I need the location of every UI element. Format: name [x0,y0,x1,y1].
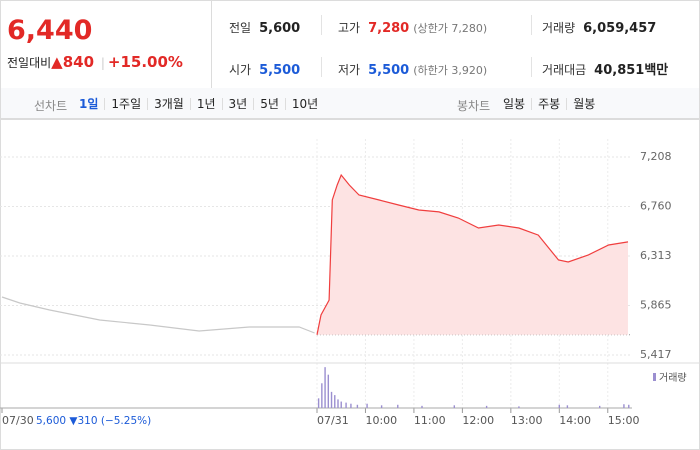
line-chart-label: 선차트 [34,99,68,113]
y-tick-label: 7,208 [640,150,672,163]
volume-bar [345,402,347,408]
stat-label: 전일 [229,21,252,35]
volume-bar [623,404,625,408]
y-tick-label: 6,313 [640,249,672,262]
volume-bar [380,405,383,408]
stat-label: 거래량 [542,21,576,35]
change: 840 [62,53,95,71]
period-tab[interactable]: 1년 [189,98,222,110]
x-tick-label: 12:00 [462,414,494,427]
y-tick-label: 6,760 [640,200,672,213]
candle-tab[interactable]: 일봉 [503,97,526,111]
stat-value: 7,280 [368,21,410,36]
stat: 거래량 6,059,457 [542,17,656,36]
prev-summary: 5,600 ▼310 (−5.25%) [36,415,151,427]
volume-bar [397,404,399,408]
volume-bar [366,403,368,408]
period-tab[interactable]: 10년 [284,98,324,110]
change-row: 전일대비▲840 | +15.00% [7,53,183,71]
stat: 시가 5,500 [229,59,300,78]
stat: 전일 5,600 [229,17,300,36]
stat-label: 시가 [229,63,252,77]
chart-tabs: 선차트 1일 1주일 3개월 1년 3년 5년 10년 봉차트 일봉 주봉 월봉 [0,88,700,119]
volume-legend: 거래량 [659,372,687,384]
volume-legend-key [653,373,656,381]
stat-label: 고가 [338,21,361,35]
volume-bar [628,404,630,408]
volume-bar [330,391,333,408]
stat: 거래대금 40,851백만 [542,59,668,78]
x-tick-label: 11:00 [414,414,446,427]
stat-value: 5,600 [259,21,301,36]
period-tab[interactable]: 3개월 [147,98,190,110]
price-line [1,296,315,334]
stat: 고가 7,280 (상한가 7,280) [338,17,487,36]
volume-bar [324,367,326,408]
period-tabs: 1일 1주일 3개월 1년 3년 5년 10년 [73,97,324,111]
period-tab[interactable]: 1일 [79,97,99,111]
candle-chart-label: 봉차트 [457,99,491,113]
candle-tab[interactable]: 주봉 [531,98,566,110]
volume-bar [334,395,336,408]
volume-bar [566,405,569,408]
price: 6,440 [7,15,93,46]
volume-bar [453,405,456,408]
x-tick-label: 07/31 [317,414,349,427]
stat: 저가 5,500 (하한가 3,920) [338,59,487,78]
candle-tab[interactable]: 월봉 [566,98,601,110]
stat-label: 거래대금 [542,63,587,77]
volume-bar [518,406,520,408]
price-line [316,173,629,335]
stat-value: 6,059,457 [583,21,657,36]
period-tab[interactable]: 5년 [253,98,285,110]
candle-tabs: 일봉 주봉 월봉 [497,97,601,111]
stat-note: (상한가 7,280) [413,22,488,35]
area [317,175,628,335]
change-arrow: ▲ [51,53,63,71]
change-rate: +15.00% [107,53,183,71]
period-tab[interactable]: 1주일 [104,98,147,110]
x-tick-label: 14:00 [559,414,591,427]
volume-bar [421,405,423,408]
chart: 7,208 6,760 6,313 5,865 5,417 07/30 07/31 10:00… [0,119,700,450]
volume-bar [340,401,342,408]
x-tick-label: 15:00 [608,414,640,427]
stat-value: 40,851백만 [594,63,669,78]
volume-bar [327,374,330,408]
x-tick-label: 10:00 [365,414,397,427]
stat-value: 5,500 [259,63,301,78]
y-tick-label: 5,865 [640,298,672,311]
stat-label: 저가 [338,63,361,77]
stat-note: (하한가 3,920) [413,64,488,77]
volume-bar [337,399,339,408]
volume-bar [321,383,323,408]
change-label: 전일대비 [7,56,52,70]
volume-bar [558,404,561,408]
volume-bar [317,398,320,408]
volume-bar [485,405,488,408]
x-tick-label: 13:00 [511,414,543,427]
volume-bar [598,405,601,408]
y-tick-label: 5,417 [640,348,672,361]
stat-value: 5,500 [368,63,410,78]
x-tick-label: 07/30 [2,414,34,427]
quote-header: 6,440 전일대비▲840 | +15.00% 전일 5,600 고가 7,280 (상… [0,0,700,89]
volume-bar [356,404,359,408]
volume-bar [350,403,352,408]
period-tab[interactable]: 3년 [221,98,254,110]
